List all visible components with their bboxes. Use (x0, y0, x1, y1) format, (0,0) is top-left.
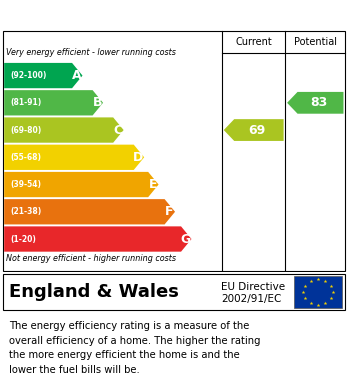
Text: C: C (113, 124, 122, 136)
Text: (39-54): (39-54) (10, 180, 41, 189)
Polygon shape (4, 90, 103, 115)
Text: Not energy efficient - higher running costs: Not energy efficient - higher running co… (6, 254, 176, 263)
Text: (55-68): (55-68) (10, 153, 41, 162)
Bar (294, 276, 342, 308)
Text: 83: 83 (310, 96, 327, 109)
Text: Very energy efficient - lower running costs: Very energy efficient - lower running co… (6, 48, 176, 57)
Text: 2002/91/EC: 2002/91/EC (221, 294, 281, 304)
Text: (1-20): (1-20) (10, 235, 36, 244)
Text: (92-100): (92-100) (10, 71, 47, 80)
Polygon shape (4, 226, 191, 252)
Polygon shape (4, 63, 82, 88)
Text: The energy efficiency rating is a measure of the
overall efficiency of a home. T: The energy efficiency rating is a measur… (9, 321, 260, 375)
Text: A: A (72, 69, 81, 82)
Polygon shape (224, 119, 284, 141)
Text: England & Wales: England & Wales (9, 283, 179, 301)
Text: Potential: Potential (294, 37, 337, 47)
Text: B: B (93, 96, 102, 109)
Text: (81-91): (81-91) (10, 98, 42, 107)
Text: G: G (181, 233, 191, 246)
Polygon shape (4, 199, 175, 224)
Polygon shape (287, 92, 343, 114)
Text: (21-38): (21-38) (10, 207, 42, 216)
Text: D: D (133, 151, 144, 164)
Polygon shape (4, 172, 159, 197)
Polygon shape (4, 117, 124, 143)
Text: (69-80): (69-80) (10, 126, 42, 135)
Text: F: F (165, 205, 174, 218)
Text: Current: Current (235, 37, 272, 47)
Text: 69: 69 (248, 124, 266, 136)
Polygon shape (4, 145, 144, 170)
Text: E: E (149, 178, 157, 191)
Text: EU Directive: EU Directive (221, 282, 285, 292)
Text: Energy Efficiency Rating: Energy Efficiency Rating (9, 7, 211, 23)
